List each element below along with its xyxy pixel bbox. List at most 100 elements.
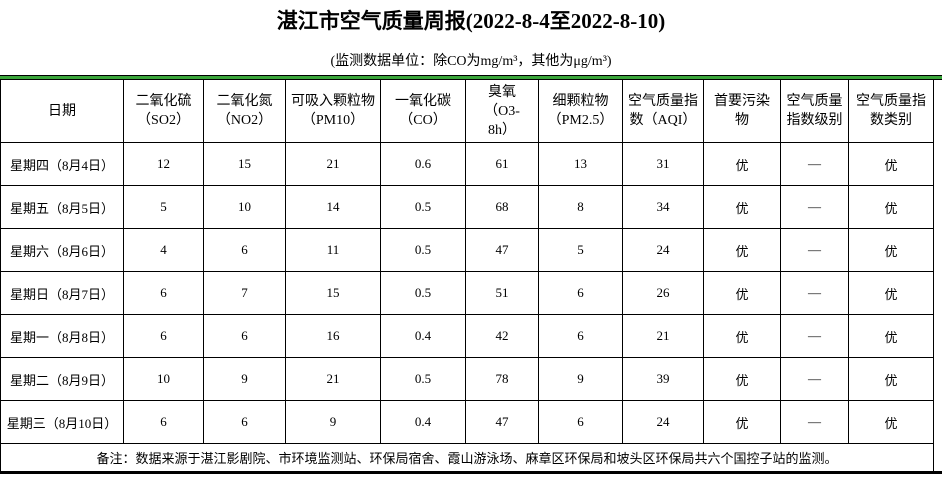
value-cell: 16: [285, 314, 381, 358]
footnote-row: 备注：数据来源于湛江影剧院、市环境监测站、环保局宿舍、霞山游泳场、麻章区环保局和…: [0, 443, 934, 471]
value-cell: 0.5: [380, 185, 466, 229]
value-cell: 优: [848, 314, 934, 358]
page-title: 湛江市空气质量周报(2022-8-4至2022-8-10): [276, 9, 666, 33]
table-row: 星期六（8月6日） 4 6 11 0.5 47 5 24 优 — 优: [0, 228, 934, 272]
value-cell: 5: [123, 185, 204, 229]
value-cell: 6: [123, 271, 204, 315]
value-cell: 优: [703, 142, 781, 186]
value-cell: 优: [703, 228, 781, 272]
col-header-date: 日期: [0, 80, 124, 143]
value-cell: 24: [622, 228, 704, 272]
value-cell: 0.4: [380, 314, 466, 358]
value-cell: 11: [285, 228, 381, 272]
value-cell: 68: [465, 185, 539, 229]
value-cell: 优: [848, 228, 934, 272]
value-cell: 13: [538, 142, 623, 186]
value-cell: 优: [848, 271, 934, 315]
col-header-o3: 臭氧 （O3- 8h）: [465, 80, 539, 143]
value-cell: 优: [703, 400, 781, 444]
value-cell: 6: [538, 400, 623, 444]
value-cell: 优: [703, 357, 781, 401]
table-row: 星期四（8月4日） 12 15 21 0.6 61 13 31 优 — 优: [0, 142, 934, 186]
value-cell: 21: [622, 314, 704, 358]
value-cell: 优: [703, 271, 781, 315]
col-header-aqi: 空气质量指 数（AQI）: [622, 80, 704, 143]
value-cell: 34: [622, 185, 704, 229]
value-cell: 10: [203, 185, 286, 229]
date-cell: 星期三（8月10日）: [0, 400, 124, 444]
value-cell: —: [780, 142, 849, 186]
value-cell: 7: [203, 271, 286, 315]
table-row: 星期一（8月8日） 6 6 16 0.4 42 6 21 优 — 优: [0, 314, 934, 358]
value-cell: 51: [465, 271, 539, 315]
value-cell: 6: [203, 228, 286, 272]
value-cell: 47: [465, 228, 539, 272]
col-header-primary-pollutant: 首要污染 物: [703, 80, 781, 143]
value-cell: 6: [538, 271, 623, 315]
date-cell: 星期二（8月9日）: [0, 357, 124, 401]
value-cell: 6: [123, 400, 204, 444]
green-gridline: [0, 75, 942, 80]
value-cell: —: [780, 228, 849, 272]
report-page: { "title": "湛江市空气质量周报(2022-8-4至2022-8-10…: [0, 7, 942, 497]
value-cell: 9: [285, 400, 381, 444]
value-cell: 0.5: [380, 357, 466, 401]
value-cell: —: [780, 314, 849, 358]
value-cell: 9: [203, 357, 286, 401]
col-header-aqi-category: 空气质量指 数类别: [848, 80, 934, 143]
header-row: 日期 二氧化硫 （SO2） 二氧化氮 （NO2） 可吸入颗粒物 （PM10） 一…: [0, 80, 934, 143]
value-cell: 15: [285, 271, 381, 315]
col-header-pm10: 可吸入颗粒物 （PM10）: [285, 80, 381, 143]
value-cell: —: [780, 400, 849, 444]
date-cell: 星期一（8月8日）: [0, 314, 124, 358]
value-cell: 8: [538, 185, 623, 229]
value-cell: 0.4: [380, 400, 466, 444]
value-cell: 优: [848, 142, 934, 186]
value-cell: 6: [123, 314, 204, 358]
table-row: 星期五（8月5日） 5 10 14 0.5 68 8 34 优 — 优: [0, 185, 934, 229]
col-header-aqi-level: 空气质量 指数级别: [780, 80, 849, 143]
value-cell: 优: [703, 185, 781, 229]
value-cell: 优: [848, 185, 934, 229]
value-cell: 6: [203, 314, 286, 358]
date-cell: 星期日（8月7日）: [0, 271, 124, 315]
value-cell: 0.5: [380, 271, 466, 315]
table-bottom-border: [0, 471, 942, 474]
value-cell: 21: [285, 142, 381, 186]
col-header-pm25: 细颗粒物 （PM2.5）: [538, 80, 623, 143]
value-cell: 24: [622, 400, 704, 444]
value-cell: 6: [538, 314, 623, 358]
footnote-text: 备注：数据来源于湛江影剧院、市环境监测站、环保局宿舍、霞山游泳场、麻章区环保局和…: [0, 443, 934, 471]
value-cell: 47: [465, 400, 539, 444]
value-cell: 26: [622, 271, 704, 315]
value-cell: 0.5: [380, 228, 466, 272]
value-cell: —: [780, 357, 849, 401]
col-header-so2: 二氧化硫 （SO2）: [123, 80, 204, 143]
value-cell: 14: [285, 185, 381, 229]
value-cell: 21: [285, 357, 381, 401]
value-cell: 12: [123, 142, 204, 186]
value-cell: 6: [203, 400, 286, 444]
col-header-co: 一氧化碳 （CO）: [380, 80, 466, 143]
value-cell: 31: [622, 142, 704, 186]
value-cell: 优: [703, 314, 781, 358]
date-cell: 星期五（8月5日）: [0, 185, 124, 229]
table-row: 星期日（8月7日） 6 7 15 0.5 51 6 26 优 — 优: [0, 271, 934, 315]
value-cell: 0.6: [380, 142, 466, 186]
value-cell: 优: [848, 400, 934, 444]
date-cell: 星期四（8月4日）: [0, 142, 124, 186]
date-cell: 星期六（8月6日）: [0, 228, 124, 272]
value-cell: 9: [538, 357, 623, 401]
value-cell: 4: [123, 228, 204, 272]
value-cell: 5: [538, 228, 623, 272]
value-cell: 78: [465, 357, 539, 401]
col-header-no2: 二氧化氮 （NO2）: [203, 80, 286, 143]
value-cell: 42: [465, 314, 539, 358]
table-row: 星期三（8月10日） 6 6 9 0.4 47 6 24 优 — 优: [0, 400, 934, 444]
value-cell: 优: [848, 357, 934, 401]
value-cell: 39: [622, 357, 704, 401]
unit-note: (监测数据单位：除CO为mg/m³，其他为μg/m³): [330, 54, 612, 69]
table-row: 星期二（8月9日） 10 9 21 0.5 78 9 39 优 — 优: [0, 357, 934, 401]
air-quality-table: 日期 二氧化硫 （SO2） 二氧化氮 （NO2） 可吸入颗粒物 （PM10） 一…: [0, 80, 934, 471]
value-cell: —: [780, 271, 849, 315]
